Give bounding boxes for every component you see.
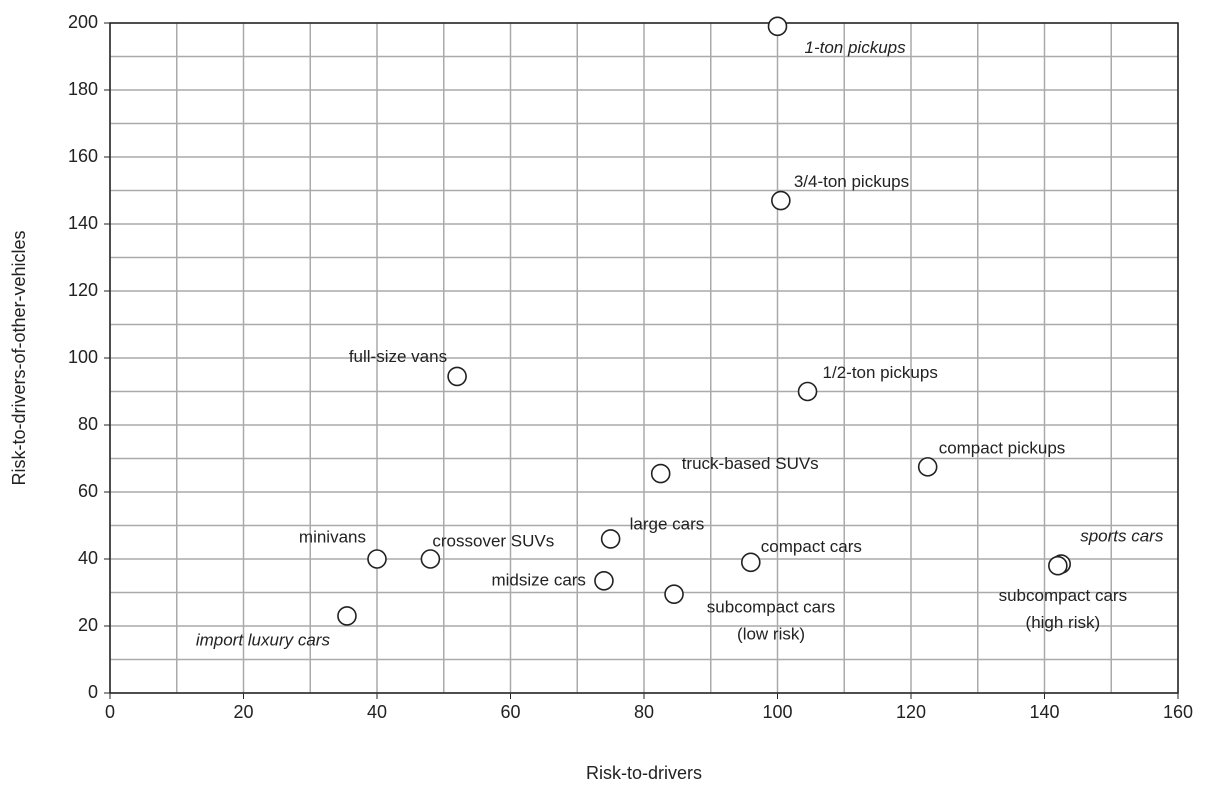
y-tick-label: 60: [78, 481, 98, 501]
point-label: subcompact cars: [999, 586, 1128, 605]
x-tick-label: 0: [105, 702, 115, 722]
point-label: midsize cars: [491, 570, 585, 589]
x-tick-label: 160: [1163, 702, 1193, 722]
point: [367, 549, 387, 569]
x-tick-label: 100: [762, 702, 792, 722]
point-label: large cars: [630, 514, 705, 533]
point-label: 1/2-ton pickups: [823, 363, 938, 382]
point-label: crossover SUVs: [432, 531, 554, 550]
x-tick-label: 40: [367, 702, 387, 722]
x-tick-label: 20: [233, 702, 253, 722]
point-label: subcompact cars: [707, 598, 836, 617]
point-label: full-size vans: [349, 347, 447, 366]
point-label: (high risk): [1026, 613, 1101, 632]
point: [797, 381, 818, 402]
point: [917, 457, 938, 477]
y-tick-label: 40: [78, 548, 98, 568]
point-label: truck-based SUVs: [682, 454, 819, 473]
point: [600, 529, 621, 549]
y-tick-label: 140: [68, 213, 98, 233]
x-tick-label: 140: [1029, 702, 1059, 722]
point-label: (low risk): [737, 625, 805, 644]
x-tick-label: 80: [634, 702, 654, 722]
point: [740, 552, 761, 573]
y-tick-label: 180: [68, 79, 98, 99]
y-tick-label: 20: [78, 615, 98, 635]
x-tick-label: 120: [896, 702, 926, 722]
y-tick-label: 200: [68, 12, 98, 32]
y-tick-label: 80: [78, 414, 98, 434]
point: [1048, 555, 1068, 576]
point: [447, 366, 467, 387]
y-tick-label: 0: [88, 682, 98, 702]
y-tick-label: 120: [68, 280, 98, 300]
point-label: compact cars: [761, 537, 862, 556]
plot-frame: [109, 22, 1179, 694]
point-label: minivans: [299, 527, 366, 546]
y-axis-label: Risk-to-drivers-of-other-vehicles: [9, 230, 29, 485]
point-label: 1-ton pickups: [805, 38, 907, 57]
x-axis-label: Risk-to-drivers: [586, 763, 702, 783]
y-tick-label: 100: [68, 347, 98, 367]
point: [594, 570, 614, 591]
point: [664, 584, 684, 604]
x-tick-label: 60: [500, 702, 520, 722]
point: [767, 16, 788, 37]
point-label: 3/4-ton pickups: [794, 172, 909, 191]
point: [650, 463, 671, 484]
point: [420, 549, 441, 569]
point-label: compact pickups: [939, 438, 1066, 457]
point: [337, 606, 357, 626]
point-label: sports cars: [1080, 527, 1164, 546]
y-tick-label: 160: [68, 146, 98, 166]
point-label: import luxury cars: [196, 630, 331, 649]
point: [771, 190, 791, 211]
